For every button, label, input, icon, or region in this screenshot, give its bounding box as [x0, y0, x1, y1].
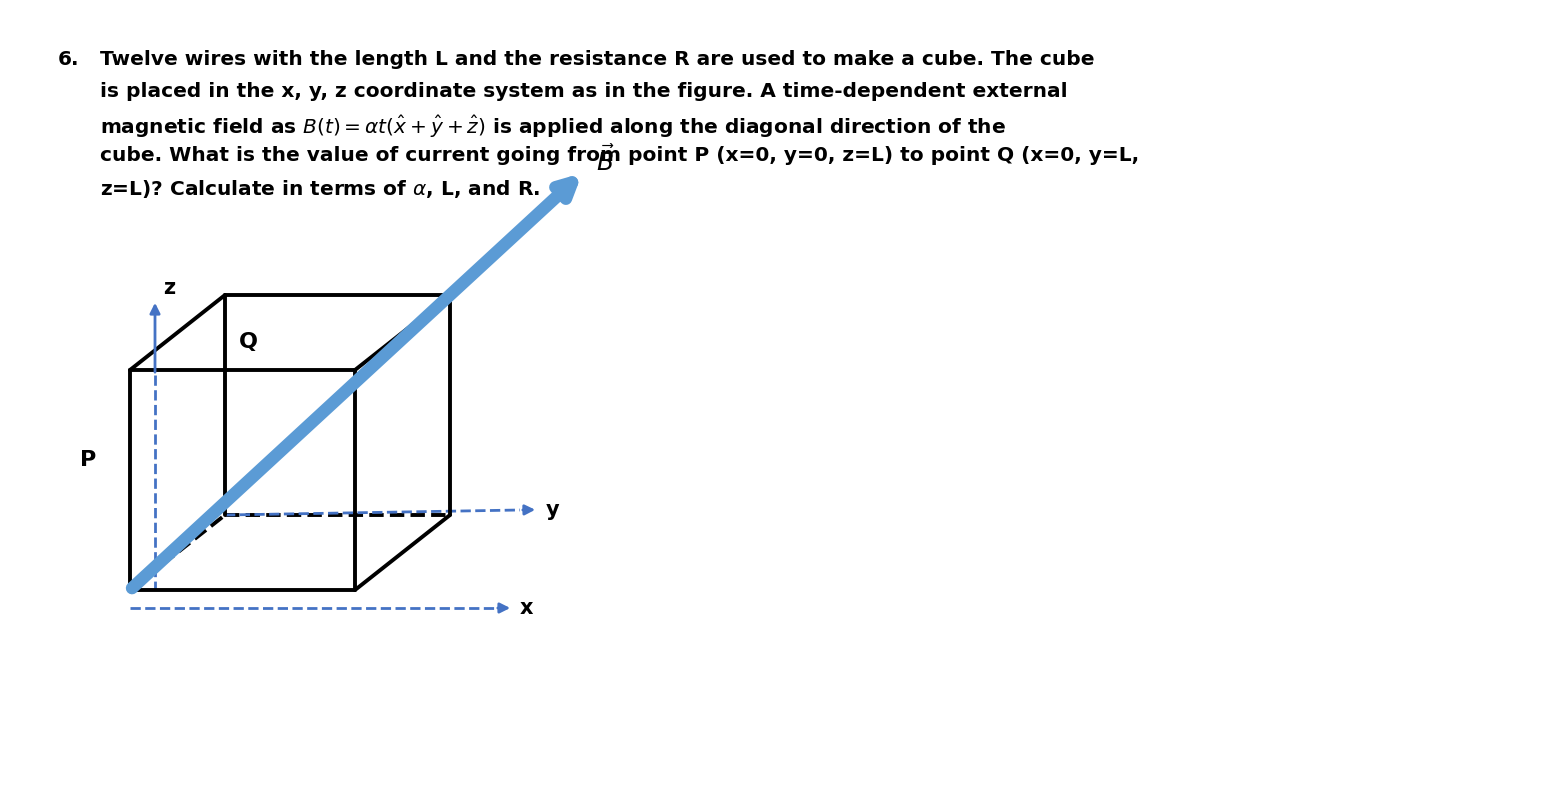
Text: is placed in the x, y, z coordinate system as in the figure. A time-dependent ex: is placed in the x, y, z coordinate syst… — [100, 82, 1067, 101]
Text: x: x — [520, 598, 533, 618]
Text: z=L)? Calculate in terms of $\alpha$, L, and R.: z=L)? Calculate in terms of $\alpha$, L,… — [100, 178, 541, 200]
Text: z: z — [164, 278, 174, 298]
Text: $\vec{B}$: $\vec{B}$ — [597, 146, 615, 176]
Text: Q: Q — [238, 332, 257, 352]
Text: P: P — [79, 450, 97, 470]
Text: 6.: 6. — [58, 50, 79, 69]
Text: Twelve wires with the length L and the resistance R are used to make a cube. The: Twelve wires with the length L and the r… — [100, 50, 1095, 69]
Text: cube. What is the value of current going from point P (x=0, y=0, z=L) to point Q: cube. What is the value of current going… — [100, 146, 1139, 165]
Text: magnetic field as $B(t) = \alpha t(\hat{x} + \hat{y} + \hat{z})$ is applied alon: magnetic field as $B(t) = \alpha t(\hat{… — [100, 114, 1006, 140]
Text: y: y — [545, 500, 559, 520]
